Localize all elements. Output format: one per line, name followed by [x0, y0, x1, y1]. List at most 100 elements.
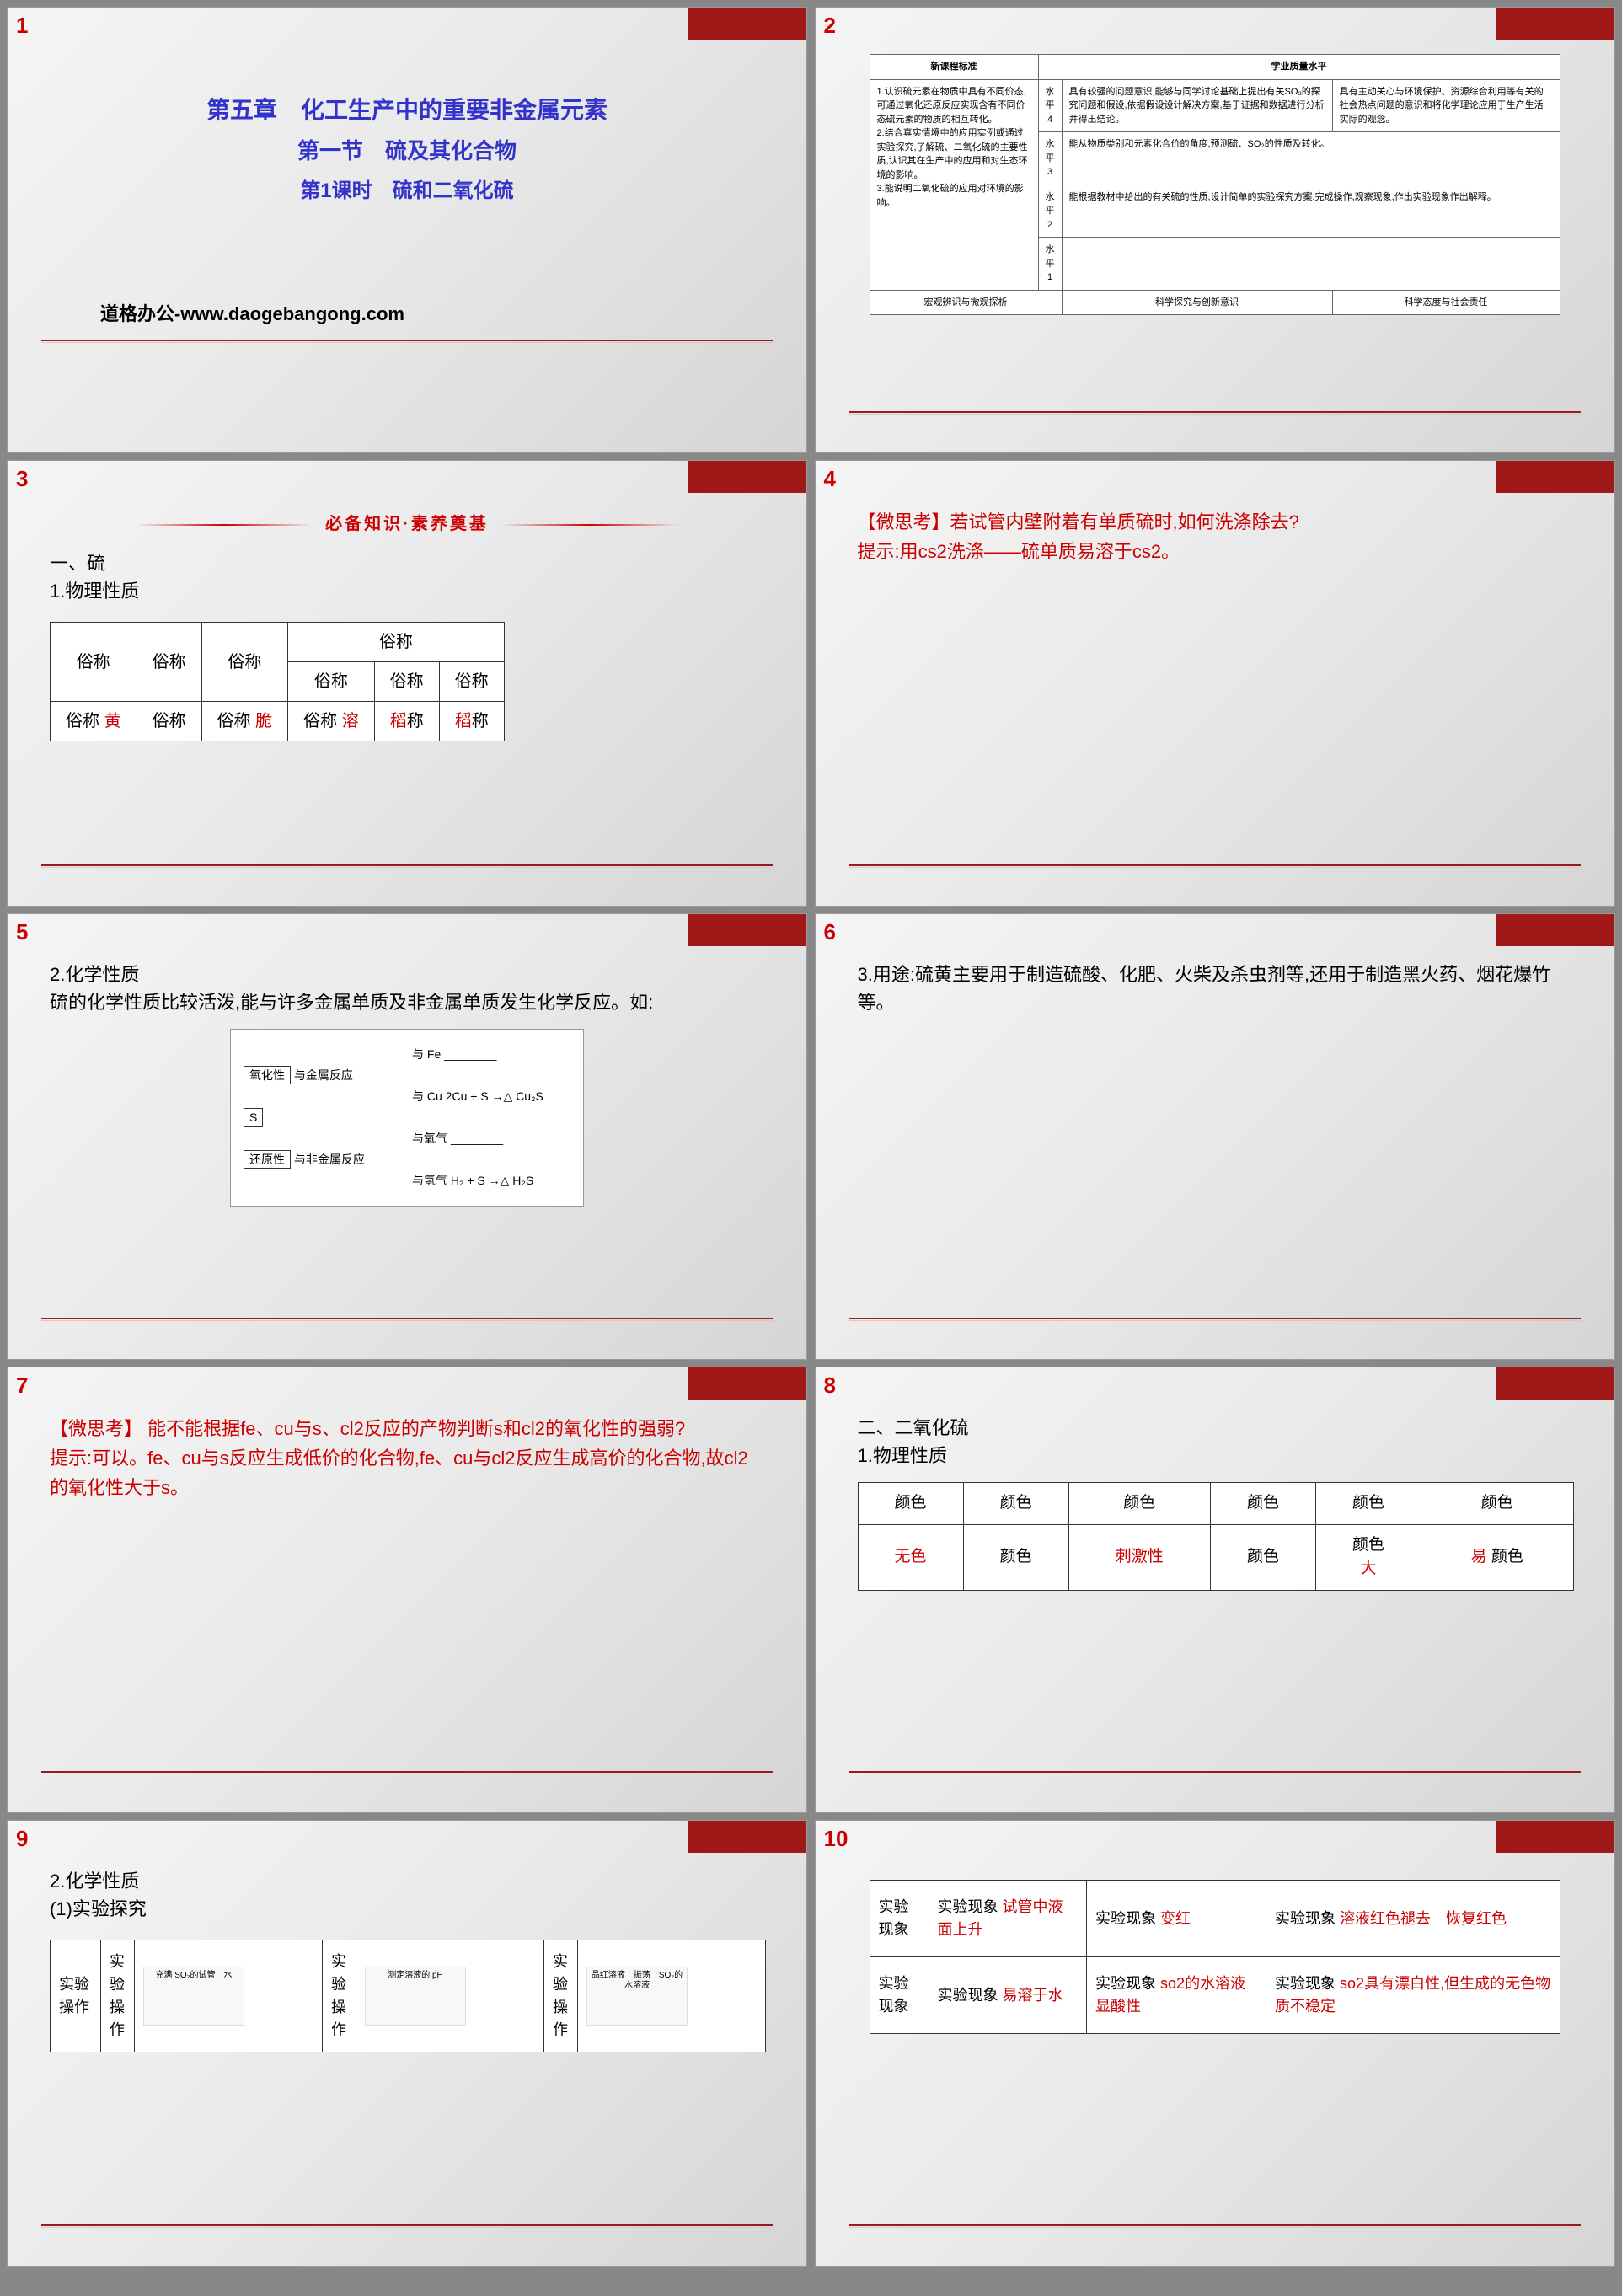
slide-2: 2 新课程标准 学业质量水平 1.认识硫元素在物质中具有不同价态,可通过氧化还原…: [815, 7, 1615, 453]
heading-1: 一、硫: [50, 549, 764, 577]
row-label: 实验现象: [870, 1881, 929, 1957]
slide-9: 9 2.化学性质 (1)实验探究 实验操作 实验操作 充满 SO₂的试管 水 实…: [7, 1820, 807, 2267]
th: 颜色: [1068, 1483, 1210, 1525]
accent-bar: [1496, 914, 1614, 946]
slide-3: 3 必备知识·素养奠基 一、硫 1.物理性质 俗称 俗称 俗称 俗称 俗称 俗称…: [7, 460, 807, 907]
brand-footer: 道格办公-www.daogebangong.com: [100, 299, 404, 326]
title-block: 第五章 化工生产中的重要非金属元素 第一节 硫及其化合物 第1课时 硫和二氧化硫: [8, 8, 806, 203]
quality-cell: [1062, 238, 1560, 291]
slide-number: 8: [824, 1373, 836, 1399]
slide-number: 9: [16, 1826, 28, 1852]
divider: [41, 1318, 773, 1321]
cell: 实验操作: [544, 1940, 578, 2052]
cell: 俗称: [137, 702, 201, 741]
th: 俗称: [374, 662, 439, 702]
chapter-title: 第五章 化工生产中的重要非金属元素: [8, 92, 806, 126]
footer-label: 科学态度与社会责任: [1332, 290, 1560, 315]
cell: 刺激性: [1068, 1524, 1210, 1590]
slide-number: 10: [824, 1826, 848, 1852]
slide-number: 2: [824, 13, 836, 39]
accent-bar: [688, 1367, 806, 1400]
section-banner: 必备知识·素养奠基: [50, 511, 764, 537]
slide-4: 4 【微思考】若试管内壁附着有单质硫时,如何洗涤除去? 提示:用cs2洗涤——硫…: [815, 460, 1615, 907]
th: 俗称: [201, 623, 288, 702]
so2-properties-table: 颜色 颜色 颜色 颜色 颜色 颜色 无色 颜色 刺激性 颜色 颜色大 易 颜色: [858, 1482, 1574, 1591]
quality-cell: 具有较强的问题意识,能够与同学讨论基础上提出有关SO₂的探究问题和假设,依据假设…: [1062, 79, 1332, 132]
reaction-diagram: 与 Fe ________ 氧化性 与金属反应 与 Cu 2Cu + S →△ …: [230, 1029, 584, 1207]
heading-2: 1.物理性质: [50, 577, 764, 605]
divider: [41, 340, 773, 343]
experiment-table: 实验操作 实验操作 充满 SO₂的试管 水 实验操作 测定溶液的 pH 实验操作…: [50, 1940, 766, 2052]
cell: 颜色: [1210, 1524, 1315, 1590]
results-table: 实验现象 实验现象 试管中液面上升 实验现象 变红 实验现象 溶液红色褪去 恢复…: [870, 1880, 1560, 2034]
th: 俗称: [137, 623, 201, 702]
level-label: 水平4: [1038, 79, 1062, 132]
accent-bar: [688, 1821, 806, 1853]
standards-cell: 1.认识硫元素在物质中具有不同价态,可通过氧化还原反应实现含有不同价态硫元素的物…: [870, 79, 1038, 290]
cell: 易 颜色: [1421, 1524, 1573, 1590]
heading: 2.化学性质: [50, 961, 764, 988]
col-header: 学业质量水平: [1038, 55, 1560, 80]
lesson-title: 第1课时 硫和二氧化硫: [8, 174, 806, 203]
section-title: 第一节 硫及其化合物: [8, 134, 806, 165]
quality-cell: 能从物质类别和元素化合价的角度,预测硫、SO₂的性质及转化。: [1062, 132, 1560, 185]
cell: 实验现象 试管中液面上升: [929, 1881, 1087, 1957]
footer-label: 科学探究与创新意识: [1062, 290, 1332, 315]
quality-cell: 能根据教材中给出的有关硫的性质,设计简单的实验探究方案,完成操作,观察现象,作出…: [1062, 185, 1560, 238]
properties-table: 俗称 俗称 俗称 俗称 俗称 俗称 俗称 俗称 黄 俗称 俗称 脆 俗称 溶 稻…: [50, 622, 505, 741]
cell: 实验现象 易溶于水: [929, 1957, 1087, 2034]
th: 颜色: [1421, 1483, 1573, 1525]
micro-hint: 提示:用cs2洗涤——硫单质易溶于cs2。: [858, 537, 1572, 566]
cell: 实验现象 so2具有漂白性,但生成的无色物质不稳定: [1266, 1957, 1560, 2034]
th: 俗称: [288, 623, 505, 662]
body-text: 3.用途:硫黄主要用于制造硫酸、化肥、火柴及杀虫剂等,还用于制造黑火药、烟花爆竹…: [858, 961, 1572, 1016]
cell: 实验现象 so2的水溶液显酸性: [1087, 1957, 1266, 2034]
th: 颜色: [1316, 1483, 1421, 1525]
micro-hint: 提示:可以。fe、cu与s反应生成低价的化合物,fe、cu与cl2反应生成高价的…: [50, 1443, 764, 1502]
cell: 稻称: [439, 702, 504, 741]
heading-1: 2.化学性质: [50, 1867, 764, 1895]
cell: 颜色: [963, 1524, 1068, 1590]
accent-bar: [1496, 1367, 1614, 1400]
col-header: 新课程标准: [870, 55, 1038, 80]
cell: 稻称: [374, 702, 439, 741]
slide-5: 5 2.化学性质 硫的化学性质比较活泼,能与许多金属单质及非金属单质发生化学反应…: [7, 913, 807, 1360]
th: 俗称: [439, 662, 504, 702]
slide-1: 1 第五章 化工生产中的重要非金属元素 第一节 硫及其化合物 第1课时 硫和二氧…: [7, 7, 807, 453]
divider: [41, 2224, 773, 2228]
heading-2: 1.物理性质: [858, 1442, 1572, 1469]
accent-bar: [688, 461, 806, 493]
th: 颜色: [1210, 1483, 1315, 1525]
th: 颜色: [858, 1483, 963, 1525]
th: 俗称: [51, 623, 137, 702]
standards-table: 新课程标准 学业质量水平 1.认识硫元素在物质中具有不同价态,可通过氧化还原反应…: [870, 54, 1560, 315]
divider: [849, 1318, 1581, 1321]
divider: [849, 864, 1581, 868]
cell: 实验操作: [101, 1940, 135, 2052]
slide-number: 3: [16, 466, 28, 492]
divider: [849, 2224, 1581, 2228]
accent-bar: [1496, 1821, 1614, 1853]
slide-number: 7: [16, 1373, 28, 1399]
row-label: 实验现象: [870, 1957, 929, 2034]
level-label: 水平2: [1038, 185, 1062, 238]
micro-question: 【微思考】 能不能根据fe、cu与s、cl2反应的产物判断s和cl2的氧化性的强…: [50, 1414, 764, 1443]
slide-6: 6 3.用途:硫黄主要用于制造硫酸、化肥、火柴及杀虫剂等,还用于制造黑火药、烟花…: [815, 913, 1615, 1360]
slide-8: 8 二、二氧化硫 1.物理性质 颜色 颜色 颜色 颜色 颜色 颜色 无色 颜色 …: [815, 1367, 1615, 1813]
accent-bar: [1496, 461, 1614, 493]
divider: [41, 1771, 773, 1774]
divider: [849, 411, 1581, 415]
accent-bar: [1496, 8, 1614, 40]
cell: 俗称 脆: [201, 702, 288, 741]
level-label: 水平1: [1038, 238, 1062, 291]
cell: 无色: [858, 1524, 963, 1590]
body-text: 硫的化学性质比较活泼,能与许多金属单质及非金属单质发生化学反应。如:: [50, 988, 764, 1016]
cell: 颜色大: [1316, 1524, 1421, 1590]
cell: 俗称 黄: [51, 702, 137, 741]
heading-2: (1)实验探究: [50, 1895, 764, 1923]
quality-cell: 具有主动关心与环境保护、资源综合利用等有关的社会热点问题的意识和将化学理论应用于…: [1332, 79, 1560, 132]
divider: [849, 1771, 1581, 1774]
exp-image-cell: 测定溶液的 pH: [356, 1940, 544, 2052]
row-label: 实验操作: [51, 1940, 101, 2052]
micro-question: 【微思考】若试管内壁附着有单质硫时,如何洗涤除去?: [858, 507, 1572, 537]
